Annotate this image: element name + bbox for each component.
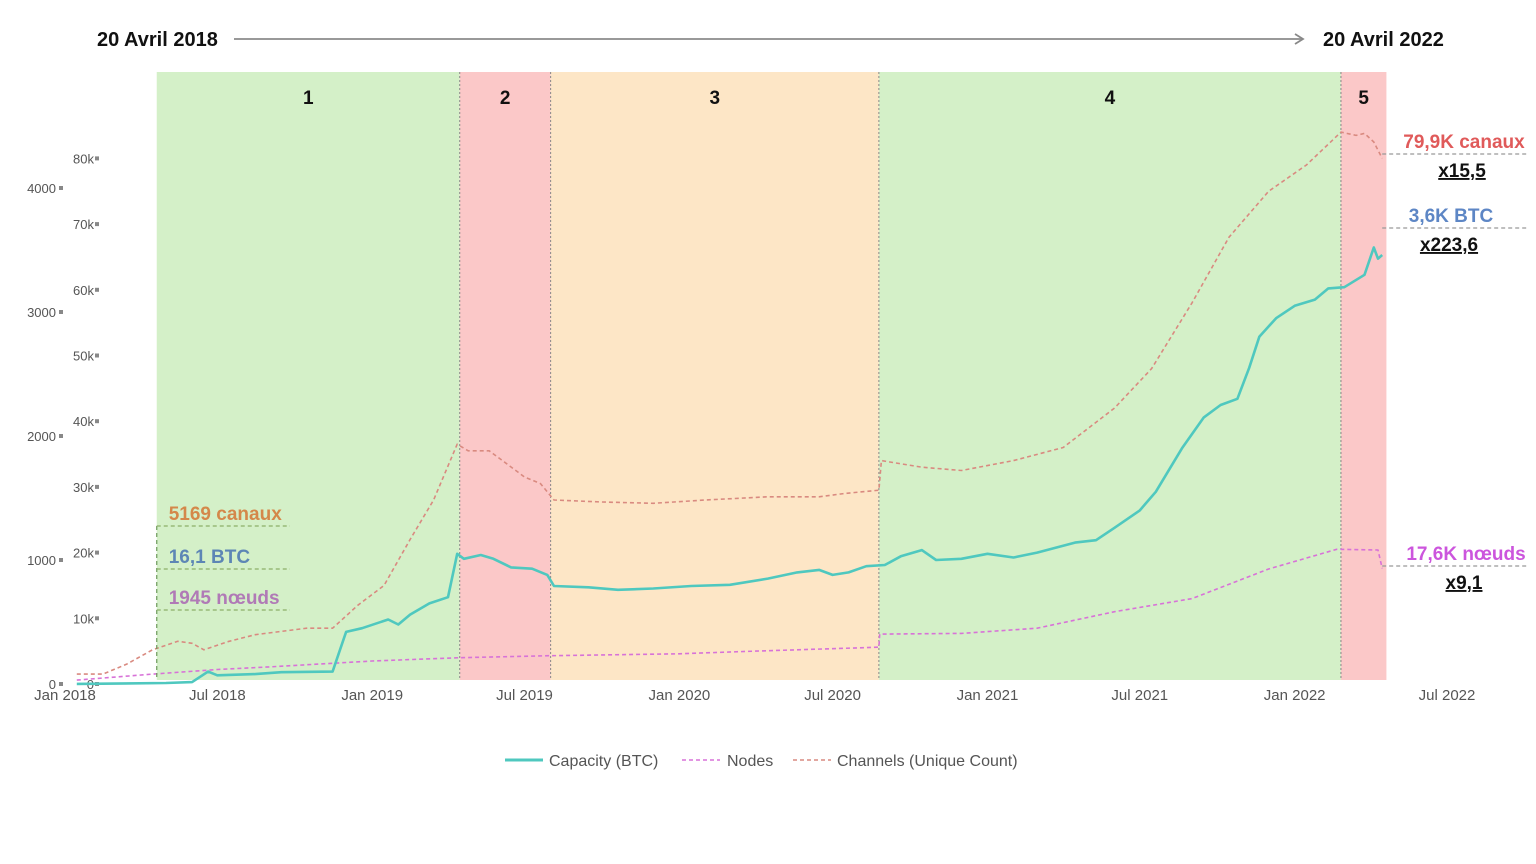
end-annotation-label: 17,6K nœuds <box>1406 544 1525 565</box>
period-band-3 <box>550 72 879 680</box>
right-axis-tick-mark <box>95 550 99 555</box>
end-annotation-multiplier: x9,1 <box>1446 573 1483 594</box>
end-date-label: 20 Avril 2022 <box>1323 29 1444 51</box>
right-axis-tick-mark <box>95 222 99 227</box>
x-axis-tick-label: Jul 2021 <box>1111 687 1168 704</box>
x-axis-tick-label: Jan 2020 <box>649 687 711 704</box>
start-annotation-label: 1945 nœuds <box>169 588 280 609</box>
x-axis-tick-label: Jul 2020 <box>804 687 861 704</box>
start-annotation-label: 5169 canaux <box>169 504 282 525</box>
x-axis-tick-label: Jul 2018 <box>189 687 246 704</box>
right-axis-tick-label: 60k <box>73 283 94 298</box>
left-axis-tick-mark <box>59 682 63 686</box>
legend-capacity-label: Capacity (BTC) <box>549 753 658 770</box>
legend-channels-label: Channels (Unique Count) <box>837 753 1018 770</box>
x-axis-tick-label: Jan 2019 <box>341 687 403 704</box>
end-annotation-multiplier: x223,6 <box>1420 235 1478 256</box>
right-axis-tick-label: 30k <box>73 480 94 495</box>
period-label-1: 1 <box>303 88 314 109</box>
left-axis-tick-mark <box>59 186 63 190</box>
period-label-3: 3 <box>709 88 720 109</box>
period-band-4 <box>878 72 1341 680</box>
legend: Capacity (BTC) Nodes Channels (Unique Co… <box>505 753 1018 770</box>
right-axis-tick-label: 50k <box>73 349 94 364</box>
x-axis-tick-label: Jan 2022 <box>1264 687 1326 704</box>
end-annotation-multiplier: x15,5 <box>1438 161 1486 182</box>
right-axis-tick-mark <box>95 353 99 358</box>
left-axis-tick-mark <box>59 310 63 314</box>
right-axis-tick-mark <box>95 419 99 424</box>
right-axis-tick-label: 40k <box>73 414 94 429</box>
channels-line <box>76 131 1383 675</box>
period-band-2 <box>459 72 551 680</box>
right-axis-tick-mark <box>95 484 99 489</box>
right-axis-tick-label: 10k <box>73 611 94 626</box>
right-axis-tick-label: 80k <box>73 151 94 166</box>
period-label-4: 4 <box>1105 88 1116 109</box>
left-axis-tick-mark <box>59 558 63 562</box>
x-axis-tick-label: Jul 2022 <box>1419 687 1476 704</box>
left-axis-tick-mark <box>59 434 63 438</box>
period-band-1 <box>156 72 460 680</box>
left-axis-tick-label: 1000 <box>27 553 56 568</box>
capacity-line <box>76 246 1384 686</box>
period-bands: 1 2 3 4 5 <box>156 72 1387 680</box>
nodes-line <box>76 548 1383 681</box>
end-annotation-label: 3,6K BTC <box>1409 206 1494 227</box>
axes: 01000200030004000010k20k30k40k50k60k70k8… <box>27 151 1475 704</box>
start-annotation-label: 16,1 BTC <box>169 547 251 568</box>
right-axis-tick-mark <box>95 156 99 161</box>
x-axis-tick-label: Jan 2021 <box>957 687 1019 704</box>
series-lines <box>76 131 1384 686</box>
left-axis-tick-label: 4000 <box>27 181 56 196</box>
period-band-5 <box>1340 72 1387 680</box>
right-axis-tick-label: 20k <box>73 546 94 561</box>
start-date-label: 20 Avril 2018 <box>97 29 218 51</box>
period-label-2: 2 <box>500 88 511 109</box>
x-axis-tick-label: Jul 2019 <box>496 687 553 704</box>
right-axis-tick-mark <box>95 287 99 292</box>
right-axis-tick-label: 70k <box>73 217 94 232</box>
legend-nodes-label: Nodes <box>727 753 773 770</box>
period-label-5: 5 <box>1358 88 1369 109</box>
annotations: 5169 canaux 16,1 BTC 1945 nœuds 79,9K canau… <box>156 132 1528 680</box>
x-axis-tick-label: Jan 2018 <box>34 687 96 704</box>
left-axis-tick-label: 0 <box>49 677 56 692</box>
left-axis-tick-label: 2000 <box>27 429 56 444</box>
left-axis-tick-label: 3000 <box>27 305 56 320</box>
right-axis-tick-mark <box>95 616 99 621</box>
end-annotation-label: 79,9K canaux <box>1403 132 1525 153</box>
